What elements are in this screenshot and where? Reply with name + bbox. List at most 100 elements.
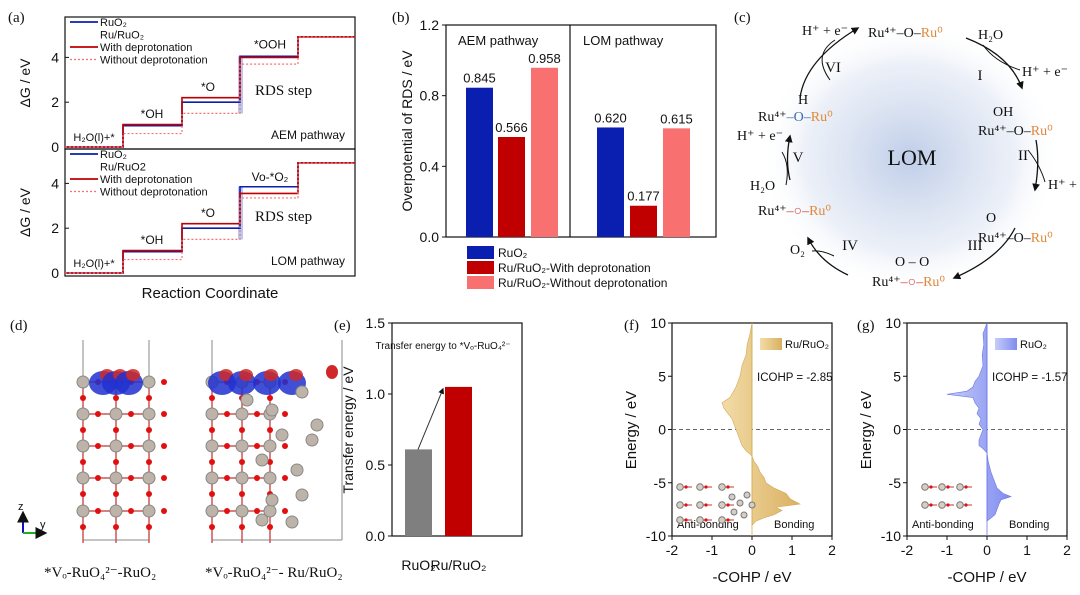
o-atom xyxy=(113,459,119,465)
x-tick-label: 2 xyxy=(828,542,836,558)
o-atom xyxy=(239,524,245,530)
o-atom xyxy=(161,508,167,514)
step-numeral-III: III xyxy=(968,238,983,254)
panel-label-a: (a) xyxy=(8,10,25,26)
structure-caption-left: *Vₒ-RuO₄²⁻-RuO₂ xyxy=(44,565,156,581)
ru-atom xyxy=(956,501,964,509)
o-atom xyxy=(704,503,708,507)
charge-accumulation-isosurface xyxy=(264,369,278,381)
ru-metal-atom xyxy=(305,433,319,447)
species-part: Ru⁴⁺ xyxy=(872,275,901,290)
step-numeral-VI: VI xyxy=(825,60,841,76)
o-atom xyxy=(239,427,245,433)
species-part: Ru⁴⁺ xyxy=(978,124,1007,139)
panel-label-c: (c) xyxy=(734,10,751,26)
ru-atom xyxy=(718,501,726,509)
o-atom xyxy=(209,459,215,465)
legend-swatch xyxy=(995,338,1017,350)
ru-metal-atom xyxy=(743,491,751,499)
energy-profile-dotted-red xyxy=(65,36,355,148)
species-part: Ru⁰ xyxy=(811,110,833,125)
o-atom xyxy=(282,443,288,449)
o-atom xyxy=(161,411,167,417)
o-atom xyxy=(146,524,152,530)
species-part: Ru⁴⁺ xyxy=(978,231,1007,246)
o-atom xyxy=(282,411,288,417)
panel-label-d: (d) xyxy=(10,318,28,334)
o-atom xyxy=(128,508,134,514)
o-atom xyxy=(95,508,101,514)
state-label: *OH xyxy=(141,107,164,121)
legend-swatch xyxy=(467,246,494,259)
inset-structure xyxy=(676,483,756,524)
ru-atom xyxy=(76,375,90,389)
cohp-area xyxy=(946,322,1012,522)
side-arrow xyxy=(982,44,1021,71)
o-atom xyxy=(254,475,260,481)
ru-atom xyxy=(109,439,123,453)
ru-atom xyxy=(956,483,964,491)
bar xyxy=(445,386,472,536)
peroxo-label: O – O xyxy=(895,255,929,270)
ru-atom xyxy=(938,501,946,509)
legend-label: RuO₂ xyxy=(100,17,127,29)
x-axis-label: -COHP / eV xyxy=(948,569,1027,586)
ru-atom xyxy=(263,471,277,485)
y-tick-label: 5 xyxy=(893,368,901,384)
pathway-label: LOM pathway xyxy=(271,254,345,268)
legend-label: Without deprotonation xyxy=(100,187,208,199)
x-tick-label: 2 xyxy=(1063,542,1071,558)
legend-label: With deprotonation xyxy=(100,174,192,186)
axis-z-label: z xyxy=(18,501,24,513)
ru-atom xyxy=(235,504,249,518)
step-numeral-V: V xyxy=(793,150,804,166)
bar xyxy=(405,449,432,536)
y-tick-label: 0.5 xyxy=(366,457,386,473)
hydrogen-label: H xyxy=(798,93,808,108)
y-axis-label: Energy / eV xyxy=(623,391,640,469)
o-atom xyxy=(282,475,288,481)
o-atom xyxy=(239,459,245,465)
species-part: –O– xyxy=(896,26,922,41)
species-part: –O– xyxy=(786,110,812,125)
y-tick-label: 0.4 xyxy=(420,158,440,174)
side-arrow xyxy=(821,39,836,81)
y-tick-label: 2 xyxy=(51,220,59,236)
ru-metal-atom xyxy=(310,418,324,432)
species-oxygen-vacancy: Ru⁴⁺–○–Ru⁰ xyxy=(758,204,831,219)
y-tick-label: 5 xyxy=(658,368,666,384)
o-atom xyxy=(95,411,101,417)
hydroxyl-label: OH xyxy=(993,105,1013,120)
ru-metal-atom xyxy=(748,501,756,509)
o-atom xyxy=(684,485,688,489)
legend-label: With deprotonation xyxy=(100,42,192,54)
side-arrow xyxy=(781,151,788,186)
o-atom xyxy=(704,485,708,489)
panel-e-transfer-energy-bar-chart: 0.0 0.5 1.0 1.5 Transfer energy / eV Transfer… xyxy=(340,315,523,573)
product-proton-electron: H⁺ + xyxy=(1048,178,1077,193)
x-tick-label: 0 xyxy=(983,542,991,558)
y-axis-label: ΔG / eV xyxy=(17,187,33,237)
product-proton-electron: H⁺ + e⁻ xyxy=(802,24,848,39)
ru-atom xyxy=(76,471,90,485)
x-axis-label: Reaction Coordinate xyxy=(142,285,279,302)
ru-metal-atom xyxy=(736,499,744,507)
ru-atom xyxy=(205,471,219,485)
reaction-arrow xyxy=(784,134,793,181)
legend-label: RuO₂ xyxy=(1020,339,1047,351)
o-atom xyxy=(95,475,101,481)
o-atom xyxy=(128,411,134,417)
product-proton-electron: H⁺ + e⁻ xyxy=(737,129,783,144)
o-atom xyxy=(964,485,968,489)
o-atom xyxy=(726,485,730,489)
axis-y-label: y xyxy=(40,519,46,531)
ru-atom xyxy=(718,483,726,491)
x-axis-label: -COHP / eV xyxy=(713,569,792,586)
legend-label: Ru/RuO₂-Without deprotonation xyxy=(498,276,667,290)
bar-value-label: 0.958 xyxy=(528,51,561,66)
legend-label: RuO₂ xyxy=(498,246,528,260)
legend-swatch xyxy=(467,276,494,289)
